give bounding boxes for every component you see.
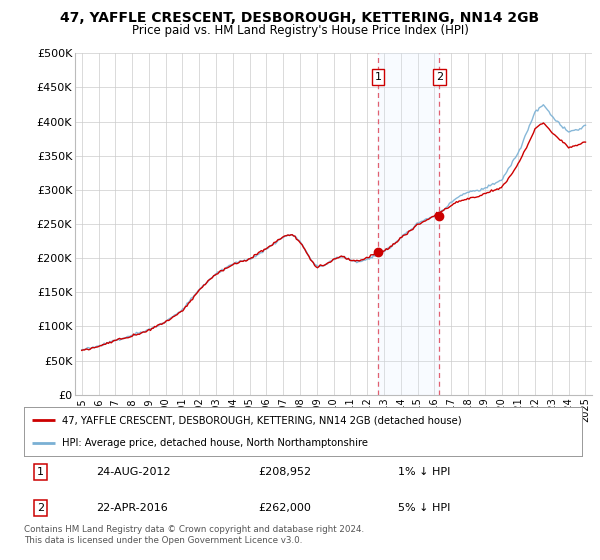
Text: 1: 1 <box>374 72 382 82</box>
Text: 22-APR-2016: 22-APR-2016 <box>97 503 168 513</box>
Bar <box>378 53 439 395</box>
Text: HPI: Average price, detached house, North Northamptonshire: HPI: Average price, detached house, Nort… <box>62 438 368 448</box>
Text: 47, YAFFLE CRESCENT, DESBOROUGH, KETTERING, NN14 2GB: 47, YAFFLE CRESCENT, DESBOROUGH, KETTERI… <box>61 11 539 25</box>
Text: 1% ↓ HPI: 1% ↓ HPI <box>398 466 450 477</box>
Text: 2: 2 <box>37 503 44 513</box>
Text: Price paid vs. HM Land Registry's House Price Index (HPI): Price paid vs. HM Land Registry's House … <box>131 24 469 36</box>
Text: £262,000: £262,000 <box>259 503 311 513</box>
Text: 47, YAFFLE CRESCENT, DESBOROUGH, KETTERING, NN14 2GB (detached house): 47, YAFFLE CRESCENT, DESBOROUGH, KETTERI… <box>62 416 461 426</box>
Text: 24-AUG-2012: 24-AUG-2012 <box>97 466 171 477</box>
Text: Contains HM Land Registry data © Crown copyright and database right 2024.: Contains HM Land Registry data © Crown c… <box>24 525 364 534</box>
Text: 5% ↓ HPI: 5% ↓ HPI <box>398 503 450 513</box>
Text: This data is licensed under the Open Government Licence v3.0.: This data is licensed under the Open Gov… <box>24 536 302 545</box>
Text: £208,952: £208,952 <box>259 466 311 477</box>
Text: 2: 2 <box>436 72 443 82</box>
Text: 1: 1 <box>37 466 44 477</box>
